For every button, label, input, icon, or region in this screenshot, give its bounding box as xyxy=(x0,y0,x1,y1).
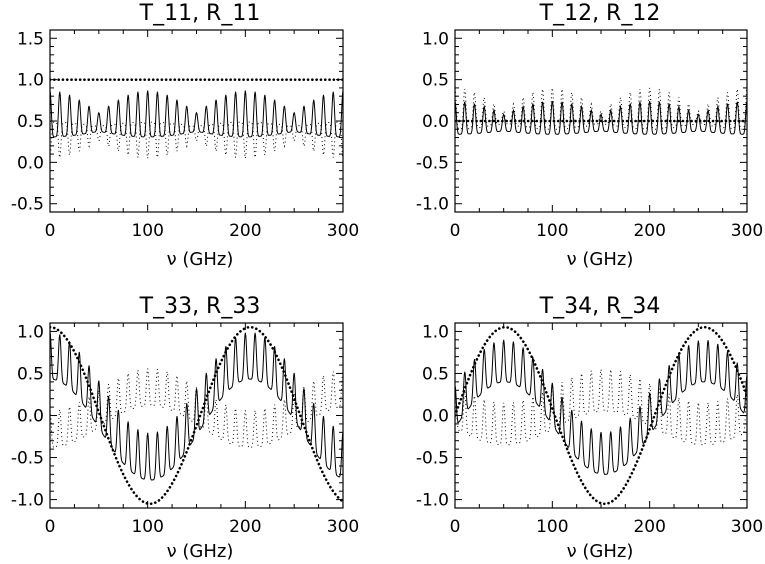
y-tick-label: 0.5 xyxy=(422,71,449,91)
plot-area: 0 100 200 300 -1.0 -0.5 0.0 0.5 1.0 xyxy=(11,322,359,537)
x-tick-label: 0 xyxy=(450,517,461,537)
x-tick-label: 300 xyxy=(731,517,763,537)
x-axis-label: ν (GHz) xyxy=(167,249,234,270)
y-tick-label: 0.5 xyxy=(17,112,44,132)
y-tick-label: 0.0 xyxy=(17,153,44,173)
y-tick-label: 0.5 xyxy=(422,364,449,384)
x-tick-label: 100 xyxy=(131,517,163,537)
series-line-solid xyxy=(50,332,343,481)
x-axis-label: ν (GHz) xyxy=(567,541,634,562)
series-line-dotted xyxy=(50,121,343,159)
y-tick-label: 0.0 xyxy=(422,407,449,427)
series-line-dotted xyxy=(455,87,747,130)
panel-t34-r34: T_34, R_34 ν (GHz) 0 100 200 300 -1.0 -0.5 0.0… xyxy=(416,294,763,562)
plot-frame xyxy=(454,322,748,509)
series-group xyxy=(50,325,343,506)
x-axis-label: ν (GHz) xyxy=(167,541,234,562)
x-tick-label: 0 xyxy=(450,221,461,241)
y-tick-label: 1.0 xyxy=(422,322,449,342)
y-tick-label: 1.0 xyxy=(17,322,44,342)
y-tick-label: -1.0 xyxy=(11,491,44,511)
series-line-heavy-dotted xyxy=(50,325,343,506)
y-tick-label: 0.5 xyxy=(17,364,44,384)
panel-t33-r33: T_33, R_33 ν (GHz) 0 100 200 300 -1.0 -0.5 0.0… xyxy=(11,294,359,562)
panel-t12-r12: T_12, R_12 ν (GHz) 0 100 200 300 -1.0 -0.5 0.0… xyxy=(416,1,763,270)
panel-title: T_33, R_33 xyxy=(139,294,261,319)
panel-title: T_34, R_34 xyxy=(539,294,661,319)
plot-frame xyxy=(49,29,344,213)
y-tick-label: 1.0 xyxy=(422,29,449,49)
panel-title: T_12, R_12 xyxy=(539,1,661,26)
series-line-solid xyxy=(455,339,747,475)
x-tick-label: 200 xyxy=(229,221,261,241)
x-tick-label: 100 xyxy=(536,517,568,537)
x-tick-label: 200 xyxy=(229,517,261,537)
series-group xyxy=(50,78,343,159)
series-line-heavy-dotted xyxy=(455,325,747,506)
y-tick-label: -0.5 xyxy=(11,449,44,469)
plot-area: 0 100 200 300 -0.5 0.0 0.5 1.0 1.5 xyxy=(11,29,359,241)
y-tick-label: -0.5 xyxy=(416,449,449,469)
y-tick-label: 1.0 xyxy=(17,71,44,91)
x-tick-label: 100 xyxy=(131,221,163,241)
x-tick-label: 100 xyxy=(536,221,568,241)
x-axis-label: ν (GHz) xyxy=(567,249,634,270)
panel-t11-r11: T_11, R_11 ν (GHz) 0 100 200 300 -0.5 0.0 0.5 1… xyxy=(11,1,359,270)
x-tick-label: 200 xyxy=(633,221,665,241)
x-tick-label: 200 xyxy=(633,517,665,537)
series-line-dotted xyxy=(455,369,747,446)
x-tick-label: 300 xyxy=(731,221,763,241)
x-tick-label: 300 xyxy=(327,221,359,241)
y-tick-label: 1.5 xyxy=(17,29,44,49)
plot-area: 0 100 200 300 -1.0 -0.5 0.0 0.5 1.0 xyxy=(416,322,763,537)
y-tick-label: -0.5 xyxy=(416,153,449,173)
x-tick-label: 0 xyxy=(45,221,56,241)
series-group xyxy=(455,87,747,135)
series-line-solid xyxy=(455,101,747,135)
series-group xyxy=(455,325,747,506)
x-tick-label: 0 xyxy=(45,517,56,537)
y-tick-label: -1.0 xyxy=(416,195,449,215)
plot-frame xyxy=(49,322,344,509)
panel-title: T_11, R_11 xyxy=(139,1,261,26)
y-tick-label: -1.0 xyxy=(416,491,449,511)
series-line-dotted xyxy=(50,368,343,449)
x-tick-label: 300 xyxy=(327,517,359,537)
y-tick-label: 0.0 xyxy=(422,112,449,132)
plot-area: 0 100 200 300 -1.0 -0.5 0.0 0.5 1.0 xyxy=(416,29,763,241)
y-tick-label: -0.5 xyxy=(11,195,44,215)
series-line-solid xyxy=(50,90,343,138)
y-tick-label: 0.0 xyxy=(17,407,44,427)
